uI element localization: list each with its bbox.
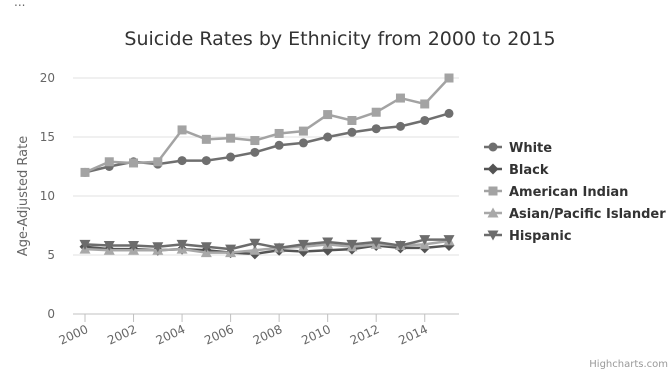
data-point[interactable]	[370, 237, 382, 248]
series-line	[84, 238, 449, 251]
data-point[interactable]	[200, 242, 212, 253]
y-tick-label: 20	[40, 71, 55, 85]
series-lines	[79, 73, 455, 260]
legend-item[interactable]: White	[484, 141, 552, 156]
credits-link[interactable]: Highcharts.com	[589, 359, 668, 370]
data-point[interactable]	[274, 128, 284, 138]
data-point[interactable]	[79, 239, 91, 250]
y-tick-label: 10	[40, 189, 55, 203]
x-tick-label: 2010	[299, 322, 333, 348]
legend-item[interactable]: Asian/Pacific Islander	[484, 207, 666, 222]
data-point[interactable]	[249, 244, 261, 255]
data-point[interactable]	[394, 241, 406, 252]
legend-symbol[interactable]	[487, 230, 499, 241]
data-point[interactable]	[250, 136, 260, 146]
x-tick-label: 2008	[251, 322, 285, 348]
data-point[interactable]	[371, 124, 381, 134]
x-tick-label: 2014	[396, 322, 430, 348]
data-point[interactable]	[297, 239, 309, 250]
series-line	[84, 77, 450, 174]
data-point[interactable]	[80, 167, 90, 177]
data-point[interactable]	[347, 115, 357, 125]
data-point[interactable]	[104, 157, 114, 167]
x-tick-label: 2012	[348, 322, 382, 348]
chart-title: Suicide Rates by Ethnicity from 2000 to …	[124, 28, 555, 50]
data-point[interactable]	[420, 115, 430, 125]
series-4	[79, 235, 455, 255]
data-point[interactable]	[177, 156, 187, 166]
data-point[interactable]	[103, 241, 115, 252]
x-tick-label: 2004	[154, 322, 188, 348]
data-point[interactable]	[176, 239, 188, 250]
data-point[interactable]	[249, 238, 261, 249]
data-point[interactable]	[444, 73, 454, 83]
data-point[interactable]	[273, 243, 285, 254]
data-point[interactable]	[250, 147, 260, 157]
legend-symbol[interactable]	[488, 142, 498, 152]
data-point[interactable]	[419, 235, 431, 246]
legend-label[interactable]: White	[509, 141, 552, 156]
y-axis-title: Age-Adjusted Rate	[16, 136, 31, 256]
legend-label[interactable]: Asian/Pacific Islander	[509, 207, 666, 222]
data-point[interactable]	[274, 140, 284, 150]
x-tick-label: 2002	[105, 322, 139, 348]
data-point[interactable]	[201, 134, 211, 144]
data-point[interactable]	[298, 138, 308, 148]
x-tick-label: 2000	[57, 322, 91, 348]
data-point[interactable]	[395, 121, 405, 131]
data-point[interactable]	[298, 126, 308, 136]
y-tick-label: 15	[40, 130, 55, 144]
legend-item[interactable]: American Indian	[484, 185, 628, 200]
data-point[interactable]	[129, 158, 139, 168]
legend-label[interactable]: American Indian	[509, 185, 628, 200]
series-2	[80, 73, 454, 177]
legend-label[interactable]: Black	[509, 163, 549, 178]
data-point[interactable]	[322, 237, 334, 248]
data-point[interactable]	[395, 93, 405, 103]
x-tick-label: 2006	[202, 322, 236, 348]
legend-item[interactable]: Hispanic	[484, 229, 572, 244]
legend-item[interactable]: Black	[484, 163, 549, 178]
legend[interactable]: White Black American Indian Asian/Pacific I…	[484, 141, 666, 244]
data-point[interactable]	[153, 157, 163, 167]
data-point[interactable]	[201, 156, 211, 166]
data-point[interactable]	[152, 242, 164, 253]
data-point[interactable]	[443, 235, 455, 246]
data-point[interactable]	[444, 108, 454, 118]
grid-lines	[73, 77, 459, 315]
legend-symbol[interactable]	[487, 163, 499, 175]
data-point[interactable]	[226, 152, 236, 162]
data-point[interactable]	[346, 239, 358, 250]
data-point[interactable]	[225, 244, 237, 255]
data-point[interactable]	[347, 127, 357, 137]
y-tick-label: 0	[47, 307, 55, 321]
legend-symbol[interactable]	[487, 207, 499, 218]
legend-label[interactable]: Hispanic	[509, 229, 572, 244]
data-point[interactable]	[323, 110, 333, 120]
axes: 0 5 10 15 20 2000 2002 2004 2006 2008 2010 2012 2014	[40, 71, 430, 348]
header-fragment: ...	[14, 0, 25, 9]
y-tick-label: 5	[47, 248, 55, 262]
data-point[interactable]	[226, 133, 236, 143]
data-point[interactable]	[323, 132, 333, 142]
data-point[interactable]	[128, 241, 140, 252]
data-point[interactable]	[371, 107, 381, 117]
data-point[interactable]	[177, 125, 187, 135]
data-point[interactable]	[420, 99, 430, 109]
legend-symbol[interactable]	[488, 186, 498, 196]
